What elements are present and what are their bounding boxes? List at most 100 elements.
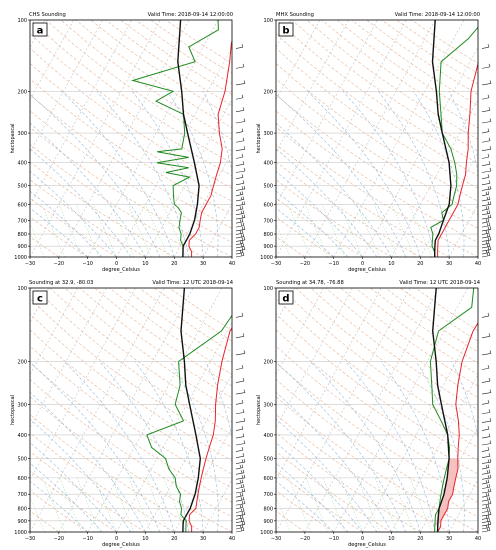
mixing-ratio-line bbox=[276, 223, 291, 257]
wind-barb-shaft bbox=[235, 392, 246, 395]
wind-barb-icon bbox=[235, 409, 245, 415]
wind-barb-flag bbox=[487, 229, 490, 234]
wind-barb-shaft bbox=[481, 520, 491, 523]
wind-barb-flag bbox=[485, 464, 488, 468]
panel-letter: d bbox=[282, 294, 289, 305]
wind-barb-flag bbox=[486, 470, 489, 474]
x-tick-label: −30 bbox=[25, 536, 36, 542]
moist-adiabat-line bbox=[276, 122, 392, 257]
wind-barb-shaft bbox=[481, 217, 492, 220]
wind-barb-shaft bbox=[235, 242, 244, 246]
wind-barb-shaft bbox=[235, 156, 244, 159]
wind-barb-icon bbox=[481, 107, 491, 113]
wind-barb-flag bbox=[243, 389, 246, 393]
mixing-ratio-line bbox=[93, 204, 117, 257]
wind-barb-icon bbox=[481, 518, 491, 523]
wind-barb-flag bbox=[488, 252, 491, 256]
valid-time-label: Valid Time: 12 UTC 2018-09-14 bbox=[399, 280, 480, 286]
x-tick-label: −30 bbox=[271, 261, 282, 267]
dry-adiabat-line bbox=[276, 362, 478, 503]
wind-barb-flag bbox=[487, 475, 490, 479]
dry-adiabat-line bbox=[276, 143, 450, 257]
y-tick-label: 400 bbox=[17, 161, 27, 167]
wind-barb-flag bbox=[487, 446, 490, 451]
wind-barb-icon bbox=[235, 464, 244, 470]
dry-adiabat-line bbox=[276, 197, 363, 257]
isotherm-line bbox=[30, 20, 75, 101]
wind-barb-icon bbox=[235, 518, 245, 523]
wind-barb-icon bbox=[481, 43, 490, 49]
wind-barb-flag bbox=[240, 508, 243, 512]
wind-barb-icon bbox=[235, 521, 246, 527]
wind-barb-icon bbox=[235, 458, 246, 464]
dry-adiabat-line bbox=[30, 179, 146, 257]
wind-barb-shaft bbox=[235, 221, 244, 224]
wind-barb-shaft bbox=[481, 517, 490, 520]
wind-barb-shaft bbox=[481, 336, 491, 339]
mixing-ratio-line bbox=[94, 477, 117, 532]
panel-letter-box bbox=[278, 290, 294, 305]
wind-barb-flag bbox=[242, 243, 245, 247]
dry-adiabat-line bbox=[49, 288, 232, 423]
wind-barb-flag bbox=[241, 128, 244, 132]
wind-barb-shaft bbox=[235, 225, 245, 228]
wind-barb-flag bbox=[488, 137, 491, 141]
wind-barb-icon bbox=[235, 236, 246, 242]
x-tick-label: −20 bbox=[300, 536, 311, 542]
wind-barb-icon bbox=[481, 511, 492, 517]
x-tick-label: −10 bbox=[328, 261, 339, 267]
x-axis-label: degree_Celsius bbox=[102, 267, 140, 273]
mixing-ratio-line bbox=[59, 477, 83, 532]
wind-barb-icon bbox=[481, 464, 490, 470]
wind-barb-shaft bbox=[235, 443, 246, 446]
y-tick-label: 900 bbox=[263, 244, 273, 250]
wind-barb-shaft bbox=[235, 482, 244, 485]
wind-barb-flag bbox=[487, 240, 490, 244]
moist-adiabat-line bbox=[310, 361, 421, 532]
mixing-ratio-line bbox=[30, 496, 45, 532]
wind-barb-icon bbox=[235, 201, 246, 207]
wind-barb-flag bbox=[485, 230, 488, 234]
y-tick-label: 900 bbox=[263, 519, 273, 525]
wind-barb-shaft bbox=[481, 530, 491, 533]
wind-barb-flag bbox=[242, 527, 245, 531]
wind-barb-icon bbox=[481, 128, 490, 134]
y-axis-label: hectopascal bbox=[10, 395, 16, 425]
wind-barb-flag bbox=[485, 219, 488, 223]
wind-barb-flag bbox=[242, 137, 245, 141]
moist-adiabat-line bbox=[134, 361, 204, 532]
wind-barb-flag bbox=[241, 464, 244, 468]
wind-barb-flag bbox=[487, 365, 490, 369]
dry-adiabat-line bbox=[30, 451, 146, 532]
wind-barb-shaft bbox=[481, 203, 492, 207]
mixing-ratio-line bbox=[304, 204, 329, 257]
dry-adiabat-line bbox=[30, 345, 232, 489]
wind-barb-flag bbox=[241, 312, 244, 317]
wind-barb-flag bbox=[486, 527, 489, 531]
wind-barb-icon bbox=[235, 312, 244, 318]
dry-adiabat-line bbox=[30, 161, 175, 257]
dry-adiabat-line bbox=[30, 362, 232, 503]
wind-barb-flag bbox=[486, 233, 489, 237]
wind-barb-flag bbox=[240, 233, 243, 237]
x-tick-label: 20 bbox=[417, 536, 423, 542]
wind-barb-shaft bbox=[235, 229, 246, 232]
wind-barb-flag bbox=[241, 399, 244, 404]
wind-barb-icon bbox=[235, 377, 245, 383]
wind-barb-icon bbox=[235, 479, 244, 485]
x-tick-label: 10 bbox=[388, 536, 394, 542]
wind-barb-shaft bbox=[235, 163, 245, 167]
temperature-profile bbox=[188, 40, 232, 257]
wind-barb-flag bbox=[486, 497, 489, 501]
isotherm-line bbox=[145, 98, 232, 257]
dry-adiabat-line bbox=[30, 216, 88, 257]
moist-adiabat-line bbox=[30, 442, 117, 532]
y-tick-label: 800 bbox=[263, 506, 273, 512]
wind-barb-flag bbox=[485, 493, 488, 497]
wind-barb-shaft bbox=[481, 188, 492, 191]
wind-barb-flag bbox=[243, 236, 246, 241]
y-tick-label: 100 bbox=[263, 286, 273, 292]
wind-barb-icon bbox=[481, 185, 492, 191]
wind-barb-flag bbox=[487, 237, 490, 241]
wind-barb-icon bbox=[481, 233, 491, 239]
